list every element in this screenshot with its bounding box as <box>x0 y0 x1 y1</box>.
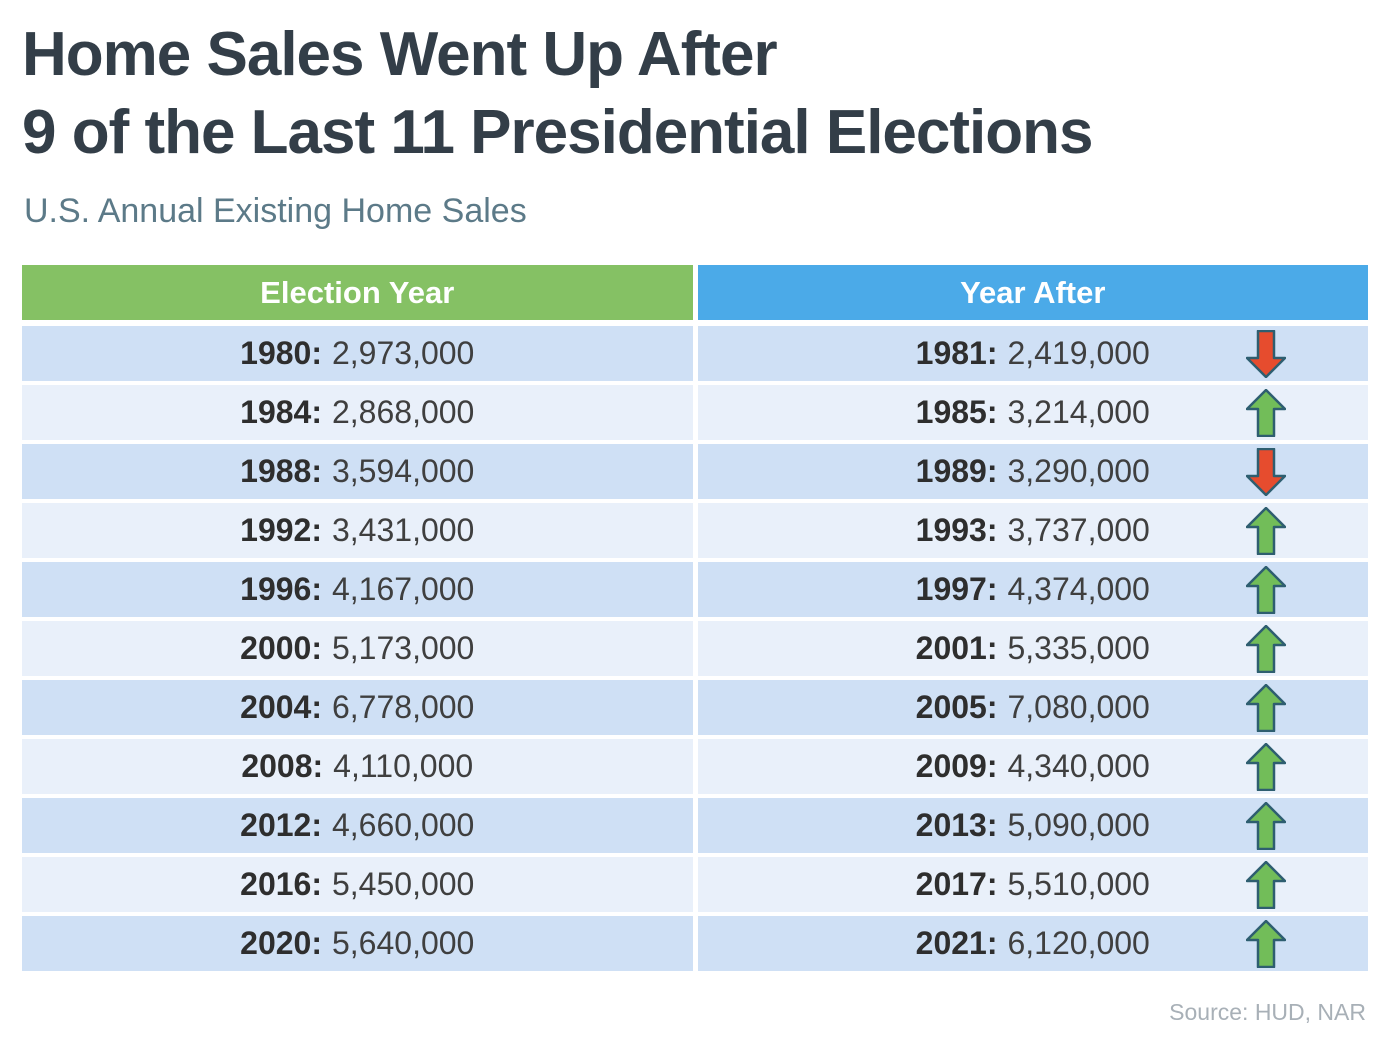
cell-year-after: 1989: 3,290,000 <box>697 444 1368 499</box>
table-header-row: Election Year Year After <box>22 265 1368 320</box>
trend-arrow-icon <box>1246 329 1286 378</box>
header-cell-year-after: Year After <box>697 265 1368 320</box>
cell-year-after: 2017: 5,510,000 <box>697 857 1368 912</box>
election-year-label: 1992: <box>240 512 322 548</box>
cell-election-year: 1988: 3,594,000 <box>22 444 693 499</box>
election-year-value: 3,431,000 <box>331 512 475 548</box>
year-after-value: 3,737,000 <box>1007 512 1150 548</box>
election-year-label: 1988: <box>240 453 322 489</box>
table-row: 1984: 2,868,000 1985: 3,214,000 <box>22 385 1368 440</box>
year-after-value: 4,340,000 <box>1007 748 1150 784</box>
year-after-label: 1989: <box>915 453 998 489</box>
election-year-value: 5,173,000 <box>331 630 475 666</box>
table-row: 2008: 4,110,000 2009: 4,340,000 <box>22 739 1368 794</box>
election-year-label: 2012: <box>240 807 322 843</box>
table-row: 1980: 2,973,000 1981: 2,419,000 <box>22 326 1368 381</box>
trend-arrow-icon <box>1246 801 1286 850</box>
election-year-label: 2000: <box>240 630 322 666</box>
table-row: 2020: 5,640,000 2021: 6,120,000 <box>22 916 1368 971</box>
table-row: 1992: 3,431,000 1993: 3,737,000 <box>22 503 1368 558</box>
cell-year-after: 1997: 4,374,000 <box>697 562 1368 617</box>
year-after-value: 6,120,000 <box>1007 925 1150 961</box>
election-year-label: 2020: <box>240 925 322 961</box>
election-year-value: 6,778,000 <box>331 689 475 725</box>
election-year-value: 3,594,000 <box>331 453 475 489</box>
cell-election-year: 1980: 2,973,000 <box>22 326 693 381</box>
election-year-value: 4,660,000 <box>331 807 475 843</box>
year-after-label: 2005: <box>915 689 998 725</box>
trend-arrow-icon <box>1246 742 1286 791</box>
year-after-value: 5,335,000 <box>1007 630 1150 666</box>
year-after-value: 3,290,000 <box>1007 453 1150 489</box>
cell-election-year: 1984: 2,868,000 <box>22 385 693 440</box>
election-year-value: 2,973,000 <box>331 335 475 371</box>
cell-year-after: 2013: 5,090,000 <box>697 798 1368 853</box>
header-cell-election-year: Election Year <box>22 265 693 320</box>
cell-year-after: 2001: 5,335,000 <box>697 621 1368 676</box>
cell-election-year: 1992: 3,431,000 <box>22 503 693 558</box>
year-after-value: 5,510,000 <box>1007 866 1150 902</box>
trend-arrow-icon <box>1246 565 1286 614</box>
year-after-label: 1993: <box>915 512 998 548</box>
cell-election-year: 2000: 5,173,000 <box>22 621 693 676</box>
table-body: 1980: 2,973,000 1981: 2,419,000 1984: 2,… <box>22 326 1368 971</box>
table-row: 1988: 3,594,000 1989: 3,290,000 <box>22 444 1368 499</box>
year-after-value: 4,374,000 <box>1007 571 1150 607</box>
election-year-label: 2004: <box>240 689 322 725</box>
cell-election-year: 2008: 4,110,000 <box>22 739 693 794</box>
home-sales-table: Election Year Year After 1980: 2,973,000… <box>22 265 1368 975</box>
trend-arrow-icon <box>1246 683 1286 732</box>
cell-year-after: 2021: 6,120,000 <box>697 916 1368 971</box>
year-after-label: 2001: <box>915 630 998 666</box>
year-after-label: 1985: <box>915 394 998 430</box>
trend-arrow-icon <box>1246 624 1286 673</box>
cell-year-after: 1985: 3,214,000 <box>697 385 1368 440</box>
trend-arrow-icon <box>1246 388 1286 437</box>
page-title-line-2: 9 of the Last 11 Presidential Elections <box>22 98 1093 167</box>
cell-election-year: 2012: 4,660,000 <box>22 798 693 853</box>
cell-election-year: 1996: 4,167,000 <box>22 562 693 617</box>
page-title-line-1: Home Sales Went Up After <box>22 20 778 89</box>
table-row: 2012: 4,660,000 2013: 5,090,000 <box>22 798 1368 853</box>
election-year-value: 2,868,000 <box>331 394 475 430</box>
cell-year-after: 1981: 2,419,000 <box>697 326 1368 381</box>
year-after-label: 2021: <box>915 925 998 961</box>
year-after-value: 5,090,000 <box>1007 807 1150 843</box>
year-after-label: 2009: <box>915 748 998 784</box>
cell-election-year: 2016: 5,450,000 <box>22 857 693 912</box>
election-year-label: 1980: <box>240 335 322 371</box>
trend-arrow-icon <box>1246 506 1286 555</box>
cell-year-after: 2009: 4,340,000 <box>697 739 1368 794</box>
year-after-label: 2017: <box>915 866 998 902</box>
election-year-value: 4,167,000 <box>331 571 475 607</box>
page-subtitle: U.S. Annual Existing Home Sales <box>24 192 527 230</box>
election-year-label: 2008: <box>241 748 324 784</box>
cell-election-year: 2020: 5,640,000 <box>22 916 693 971</box>
election-year-value: 5,450,000 <box>331 866 475 902</box>
table-row: 2004: 6,778,000 2005: 7,080,000 <box>22 680 1368 735</box>
cell-election-year: 2004: 6,778,000 <box>22 680 693 735</box>
election-year-label: 1996: <box>240 571 322 607</box>
year-after-label: 1997: <box>915 571 998 607</box>
table-row: 2000: 5,173,000 2001: 5,335,000 <box>22 621 1368 676</box>
year-after-label: 1981: <box>915 335 998 371</box>
election-year-label: 1984: <box>240 394 322 430</box>
source-note: Source: HUD, NAR <box>1169 999 1366 1025</box>
election-year-value: 4,110,000 <box>333 748 474 784</box>
year-after-value: 3,214,000 <box>1007 394 1150 430</box>
cell-year-after: 2005: 7,080,000 <box>697 680 1368 735</box>
year-after-label: 2013: <box>915 807 998 843</box>
table-row: 1996: 4,167,000 1997: 4,374,000 <box>22 562 1368 617</box>
election-year-label: 2016: <box>240 866 322 902</box>
page-title: Home Sales Went Up After 9 of the Last 1… <box>22 16 1093 172</box>
election-year-value: 5,640,000 <box>331 925 475 961</box>
trend-arrow-icon <box>1246 919 1286 968</box>
trend-arrow-icon <box>1246 447 1286 496</box>
year-after-value: 2,419,000 <box>1007 335 1150 371</box>
year-after-value: 7,080,000 <box>1007 689 1150 725</box>
cell-year-after: 1993: 3,737,000 <box>697 503 1368 558</box>
trend-arrow-icon <box>1246 860 1286 909</box>
table-row: 2016: 5,450,000 2017: 5,510,000 <box>22 857 1368 912</box>
